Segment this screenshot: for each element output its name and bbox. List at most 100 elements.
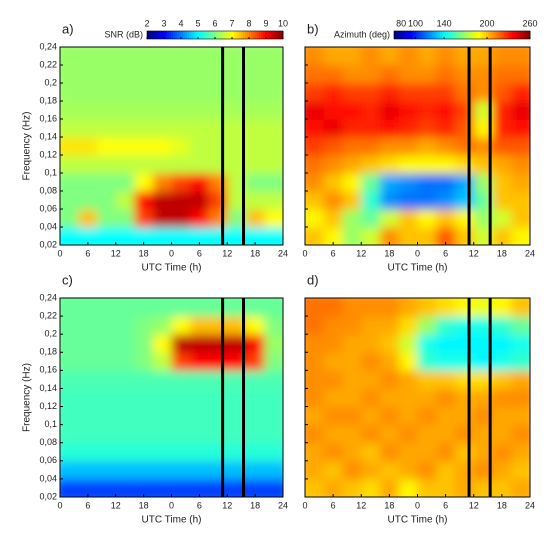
heatmap-cell <box>417 227 437 245</box>
heatmap-cell <box>227 65 247 84</box>
heatmap-cell <box>245 478 266 497</box>
heatmap-cell <box>97 334 117 353</box>
heatmap-cell <box>305 442 325 462</box>
heatmap-cell <box>511 65 530 84</box>
heatmap-cell <box>190 119 210 138</box>
heatmap-cell <box>171 388 191 408</box>
heatmap-cell <box>511 191 530 210</box>
heatmap-cell <box>361 101 381 120</box>
heatmap-cell <box>398 209 419 228</box>
heatmap-cell <box>305 119 325 138</box>
y-tick-label: 0,22 <box>39 59 57 69</box>
heatmap-cell <box>97 191 117 210</box>
heatmap-cell <box>417 478 437 497</box>
heatmap-cell <box>342 191 362 210</box>
heatmap-cell <box>78 227 98 245</box>
heatmap-cell <box>227 227 247 245</box>
y-tick-label: 0,02 <box>39 491 57 501</box>
heatmap-cell <box>208 83 228 102</box>
x-tick-label: 0 <box>302 500 307 510</box>
heatmap-cell <box>455 119 475 138</box>
heatmap-cell <box>115 191 135 210</box>
heatmap-cell <box>152 298 173 317</box>
heatmap-cell <box>245 65 266 84</box>
heatmap-cell <box>455 352 475 371</box>
colorbar <box>147 31 284 39</box>
heatmap-cell <box>398 173 419 192</box>
heatmap-cell <box>361 334 381 353</box>
colorbar-tick-label: 6 <box>212 18 217 28</box>
y-tick-label: 0,12 <box>39 149 57 159</box>
heatmap-cell <box>361 352 381 371</box>
heatmap-cell <box>398 137 419 156</box>
heatmap-cell <box>171 298 191 317</box>
heatmap-cell <box>245 101 266 120</box>
heatmap-cell <box>208 47 228 66</box>
heatmap-cell <box>398 227 419 245</box>
heatmap-cell <box>417 316 437 335</box>
heatmap-cell <box>361 388 381 408</box>
heatmap-cell <box>227 442 247 462</box>
heatmap-cell <box>190 442 210 462</box>
heatmap-cell <box>227 316 247 335</box>
heatmap-cell <box>492 65 512 84</box>
heatmap-cell <box>227 83 247 102</box>
heatmap-cell <box>492 352 512 371</box>
heatmap-cell <box>115 119 135 138</box>
heatmap-cell <box>264 83 283 102</box>
heatmap-cell <box>227 47 247 66</box>
heatmap-cell <box>417 209 437 228</box>
heatmap-cell <box>97 65 117 84</box>
heatmap-cell <box>511 173 530 192</box>
heatmap-cell <box>361 478 381 497</box>
heatmap-cell <box>417 191 437 210</box>
heatmap-cell <box>361 47 381 66</box>
heatmap-cell <box>115 101 135 120</box>
heatmap-cell <box>417 370 437 390</box>
heatmap-cell <box>152 424 173 444</box>
heatmap-cell <box>455 83 475 102</box>
heatmap-cell <box>60 460 80 480</box>
heatmap-cell <box>208 460 228 480</box>
heatmap-cell <box>305 352 325 371</box>
heatmap-cell <box>245 191 266 210</box>
heatmap-cell <box>264 316 283 335</box>
heatmap-cell <box>305 424 325 444</box>
heatmap-cell <box>208 209 228 228</box>
x-tick-label: 6 <box>331 248 336 258</box>
heatmap-cell <box>115 47 135 66</box>
heatmap-cell <box>305 65 325 84</box>
heatmap-cell <box>305 227 325 245</box>
heatmap-cell <box>323 47 344 66</box>
heatmap-cell <box>115 388 135 408</box>
x-tick-label: 6 <box>443 500 448 510</box>
heatmap <box>305 298 530 497</box>
heatmap-cell <box>134 370 154 390</box>
heatmap-cell <box>60 316 80 335</box>
heatmap-cell <box>492 137 512 156</box>
heatmap-cell <box>115 370 135 390</box>
heatmap-cell <box>60 101 80 120</box>
heatmap-cell <box>227 191 247 210</box>
heatmap-cell <box>492 424 512 444</box>
x-tick-label: 24 <box>525 500 535 510</box>
heatmap-cells <box>305 47 530 245</box>
heatmap-cell <box>97 460 117 480</box>
heatmap-cell <box>361 173 381 192</box>
heatmap-cell <box>245 316 266 335</box>
heatmap-cell <box>190 47 210 66</box>
heatmap-cell <box>60 209 80 228</box>
heatmap-cell <box>380 65 400 84</box>
heatmap-cell <box>436 155 456 174</box>
heatmap-cell <box>436 173 456 192</box>
x-axis-label: UTC Time (h) <box>388 515 448 526</box>
heatmap-cell <box>152 227 173 245</box>
heatmap-cell <box>342 352 362 371</box>
y-tick-label: 0,08 <box>39 437 57 447</box>
y-tick-label: 0,24 <box>39 41 57 51</box>
colorbar-frame <box>393 30 531 40</box>
heatmap-cell <box>342 137 362 156</box>
heatmap-cell <box>190 65 210 84</box>
colorbar-tick-label: 3 <box>161 18 166 28</box>
heatmap-cell <box>134 352 154 371</box>
